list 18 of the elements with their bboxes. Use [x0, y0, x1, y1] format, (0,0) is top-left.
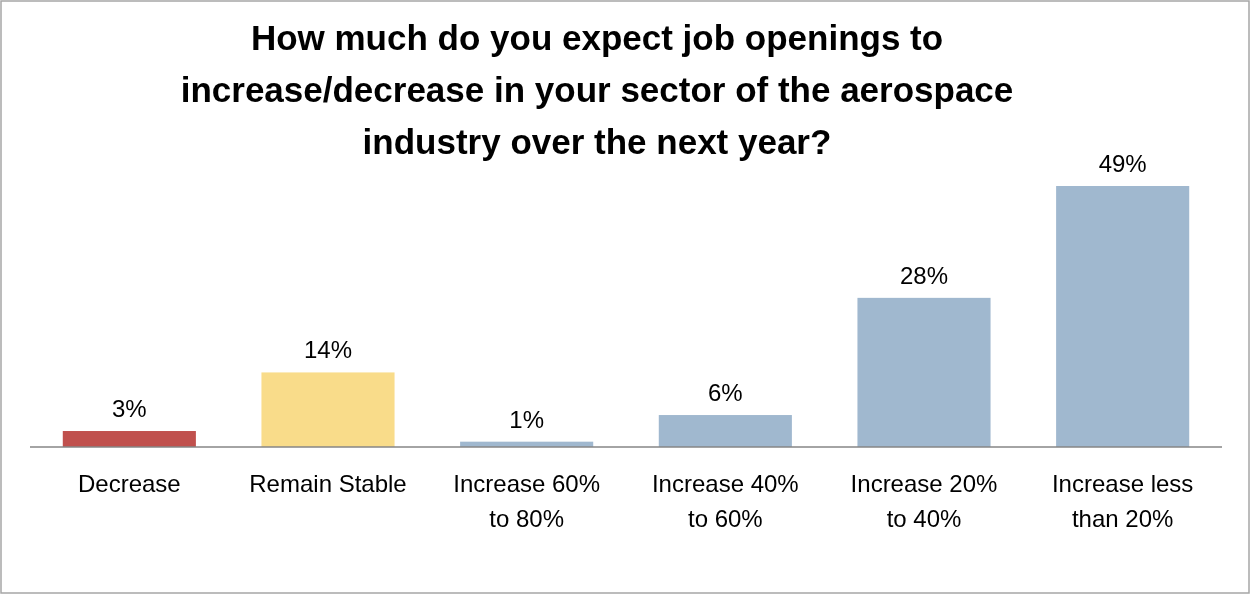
data-label: 1%	[509, 405, 545, 433]
bar	[62, 431, 196, 447]
x-tick-label: Increase 40% to 60%	[651, 470, 799, 532]
data-label: 6%	[707, 379, 743, 407]
x-tick-label: Increase 20% to 40%	[850, 470, 998, 532]
data-label: 3%	[111, 395, 147, 423]
data-label: 49%	[1098, 150, 1147, 177]
x-tick-label: Increase less than 20%	[1051, 470, 1194, 532]
x-tick-label: Remain Stable	[249, 470, 407, 497]
bar	[1056, 186, 1190, 447]
bar	[658, 415, 792, 447]
data-label: 28%	[899, 261, 949, 289]
bar	[261, 372, 395, 447]
bar	[857, 297, 991, 447]
data-label: 14%	[303, 336, 353, 364]
chart-title: How much do you expect job openings to increase/decrease in your sector of the aerospace industry over the next year?	[179, 17, 1015, 163]
x-tick-label: Increase 60% to 80%	[453, 470, 601, 532]
x-tick-label: Decrease	[77, 470, 181, 497]
